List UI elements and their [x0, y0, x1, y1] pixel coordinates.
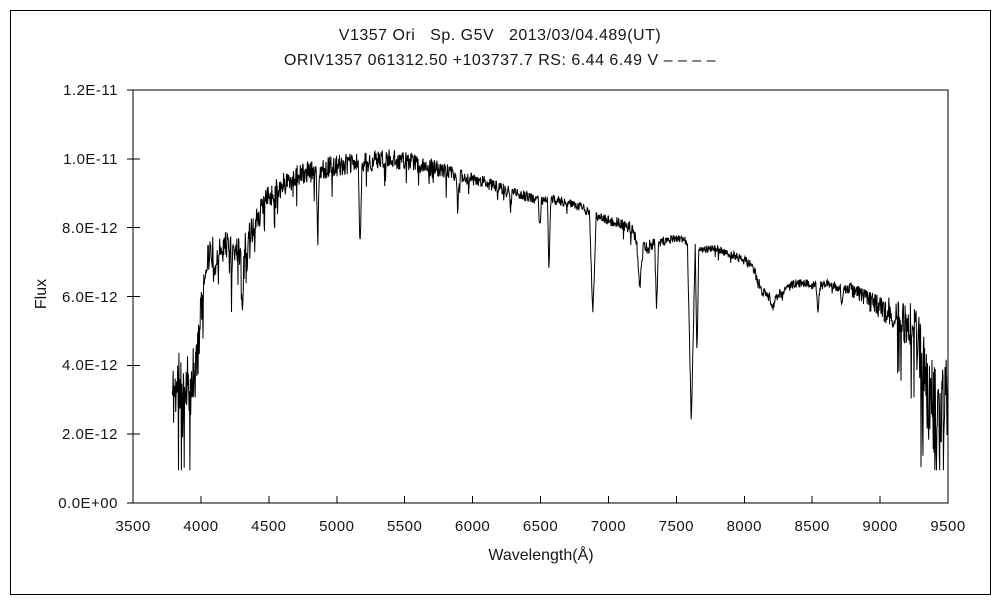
chart-title-line1: V1357 Ori Sp. G5V 2013/03/04.489(UT)	[338, 27, 662, 44]
y-tick-label: 6.0E-12	[61, 288, 118, 306]
x-tick-label: 7500	[658, 518, 695, 535]
y-tick-label: 8.0E-12	[61, 219, 118, 237]
x-tick-label: 5500	[386, 518, 423, 535]
x-tick-label: 7000	[590, 518, 627, 535]
plot-frame	[132, 89, 949, 504]
y-tick-label: 1.0E-11	[63, 150, 118, 168]
y-tick-label: 2.0E-12	[61, 426, 118, 444]
chart-title-line2: ORIV1357 061312.50 +103737.7 RS: 6.44 6.…	[283, 52, 717, 69]
x-tick-label: 8000	[726, 518, 762, 535]
x-tick-label: 9000	[862, 518, 898, 535]
y-tick-label: 4.0E-12	[61, 357, 118, 375]
x-axis-title: Wavelength(Å)	[488, 547, 594, 564]
x-tick-label: 5000	[319, 518, 355, 535]
y-tick-label: 0.0E+00	[58, 495, 118, 512]
x-tick-label: 6000	[454, 518, 491, 535]
x-tick-label: 6500	[522, 518, 559, 535]
y-tick-label: 1.2E-11	[63, 82, 118, 99]
spectrum-line	[171, 149, 949, 471]
chart-outer-border	[10, 10, 991, 595]
x-tick-label: 9500	[930, 518, 966, 535]
axis-ticks	[127, 89, 949, 504]
x-tick-label: 8500	[794, 518, 830, 535]
x-tick-label: 3500	[115, 518, 151, 535]
x-tick-label: 4500	[251, 518, 287, 535]
x-tick-label: 4000	[183, 518, 219, 535]
